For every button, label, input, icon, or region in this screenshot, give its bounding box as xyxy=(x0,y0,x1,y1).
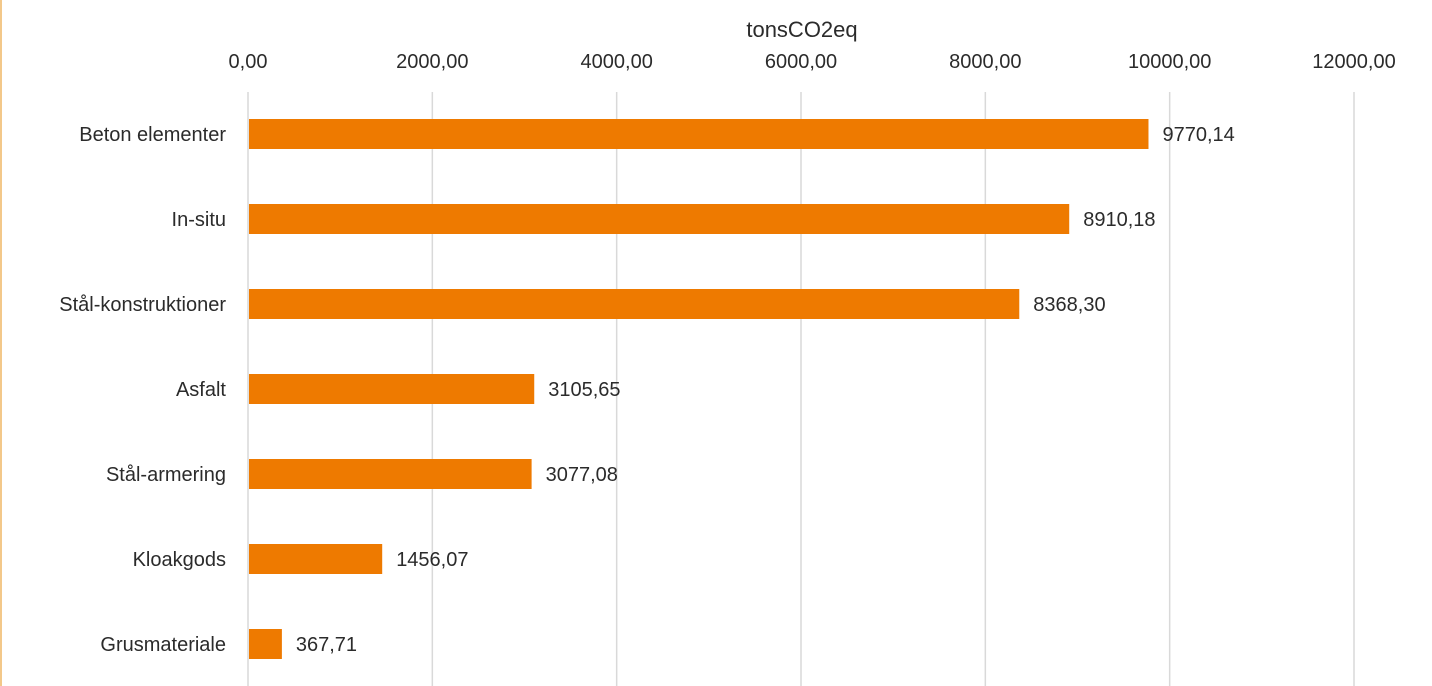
data-label-1: 8910,18 xyxy=(1083,209,1155,231)
x-tick-label-5: 10000,00 xyxy=(1128,51,1211,73)
grid-lines xyxy=(247,92,1355,686)
category-labels: Beton elementer In-situ Stål-konstruktione… xyxy=(59,124,226,656)
bars xyxy=(249,119,1149,659)
bar-2 xyxy=(249,289,1020,319)
x-tick-label-6: 12000,00 xyxy=(1312,51,1395,73)
data-labels: 9770,14 8910,18 8368,30 3105,65 3077,08 1456,… xyxy=(296,124,1235,656)
bar-1 xyxy=(249,204,1070,234)
bar-0 xyxy=(249,119,1149,149)
bar-4 xyxy=(249,459,532,489)
data-label-5: 1456,07 xyxy=(396,549,468,571)
x-tick-label-2: 4000,00 xyxy=(581,51,653,73)
category-label-3: Asfalt xyxy=(176,379,226,401)
category-label-4: Stål-armering xyxy=(106,464,226,486)
category-label-5: Kloakgods xyxy=(133,549,226,571)
x-axis-title: tonsCO2eq xyxy=(746,17,857,42)
data-label-4: 3077,08 xyxy=(546,464,618,486)
x-tick-label-1: 2000,00 xyxy=(396,51,468,73)
x-tick-label-0: 0,00 xyxy=(229,51,268,73)
bar-5 xyxy=(249,544,383,574)
category-label-1: In-situ xyxy=(172,209,226,231)
x-tick-label-4: 8000,00 xyxy=(949,51,1021,73)
x-tick-label-3: 6000,00 xyxy=(765,51,837,73)
category-label-6: Grusmateriale xyxy=(100,634,226,656)
data-label-0: 9770,14 xyxy=(1162,124,1234,146)
category-label-0: Beton elementer xyxy=(79,124,226,146)
bar-3 xyxy=(249,374,535,404)
x-axis-ticks: 0,00 2000,00 4000,00 6000,00 8000,00 10000,00… xyxy=(229,51,1396,73)
bar-6 xyxy=(249,629,282,659)
category-label-2: Stål-konstruktioner xyxy=(59,294,226,316)
data-label-2: 8368,30 xyxy=(1033,294,1105,316)
data-label-6: 367,71 xyxy=(296,634,357,656)
data-label-3: 3105,65 xyxy=(548,379,620,401)
